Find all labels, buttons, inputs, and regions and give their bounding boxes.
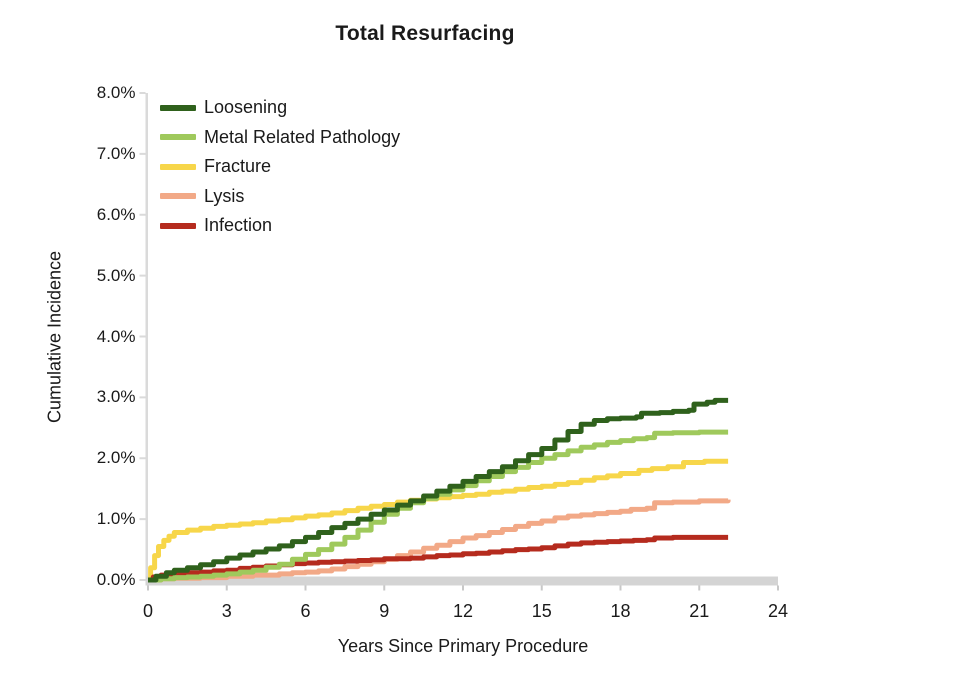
x-tick-label: 0 bbox=[142, 601, 153, 621]
legend-label: Loosening bbox=[204, 97, 288, 118]
x-tick-label: 24 bbox=[767, 601, 789, 621]
legend-swatch bbox=[160, 134, 196, 141]
legend-label: Fracture bbox=[204, 156, 272, 177]
series-line-loosening bbox=[148, 397, 729, 583]
legend-item-fracture: Fracture bbox=[160, 152, 400, 182]
x-tick-label: 12 bbox=[452, 601, 474, 621]
chart-title: Total Resurfacing bbox=[335, 22, 515, 45]
x-tick-label: 21 bbox=[689, 601, 710, 621]
y-tick-label: 2.0% bbox=[96, 448, 136, 468]
legend-label: Lysis bbox=[204, 185, 245, 206]
x-tick-label: 3 bbox=[221, 601, 232, 621]
y-tick-label: 8.0% bbox=[96, 83, 136, 102]
y-tick-label: 4.0% bbox=[96, 326, 136, 346]
series-line-infection bbox=[148, 534, 729, 583]
x-tick-mark bbox=[619, 585, 622, 591]
x-tick-mark bbox=[304, 585, 307, 591]
legend-swatch bbox=[160, 163, 196, 170]
y-tick-mark bbox=[139, 396, 146, 399]
y-tick-mark bbox=[139, 152, 146, 155]
y-tick-mark bbox=[139, 457, 146, 460]
x-tick-label: 18 bbox=[610, 601, 631, 621]
y-tick-mark bbox=[139, 92, 146, 94]
legend-swatch bbox=[160, 104, 196, 111]
y-tick-label: 1.0% bbox=[96, 509, 136, 529]
legend-swatch bbox=[160, 222, 196, 229]
series-line-fracture bbox=[148, 458, 729, 583]
y-axis-line bbox=[145, 93, 148, 586]
y-tick-label: 7.0% bbox=[96, 143, 136, 163]
x-tick-mark bbox=[462, 585, 464, 591]
x-axis-bar bbox=[145, 576, 778, 586]
x-tick-label: 6 bbox=[300, 601, 311, 621]
y-tick-label: 6.0% bbox=[96, 204, 136, 224]
x-tick-mark bbox=[225, 585, 228, 591]
x-tick-label: 9 bbox=[379, 601, 390, 621]
x-tick-mark bbox=[147, 585, 149, 591]
x-tick-mark bbox=[540, 585, 543, 591]
y-tick-mark bbox=[139, 274, 146, 277]
y-tick-mark bbox=[139, 213, 146, 216]
legend-label: Metal Related Pathology bbox=[204, 126, 401, 147]
y-axis-title: Cumulative Incidence bbox=[44, 250, 65, 424]
x-tick-mark bbox=[698, 585, 701, 591]
y-tick-label: 3.0% bbox=[96, 387, 136, 407]
legend-label: Infection bbox=[204, 215, 273, 236]
series-line-lysis bbox=[148, 498, 731, 583]
y-tick-mark bbox=[139, 518, 146, 521]
x-tick-mark bbox=[777, 585, 779, 591]
legend-swatch bbox=[160, 193, 196, 200]
y-tick-label: 0.0% bbox=[96, 570, 136, 589]
y-tick-mark bbox=[139, 579, 146, 581]
legend-item-lysis: Lysis bbox=[160, 182, 400, 212]
legend-item-infection: Infection bbox=[160, 211, 400, 241]
legend-item-metal-related-pathology: Metal Related Pathology bbox=[160, 123, 400, 153]
legend: Loosening Metal Related Pathology Fracture… bbox=[160, 93, 400, 241]
y-tick-mark bbox=[139, 335, 146, 338]
legend-item-loosening: Loosening bbox=[160, 93, 400, 123]
y-tick-label: 5.0% bbox=[96, 265, 136, 285]
x-axis-title: Years Since Primary Procedure bbox=[337, 636, 589, 656]
x-tick-mark bbox=[383, 585, 386, 591]
x-tick-label: 15 bbox=[531, 601, 552, 621]
